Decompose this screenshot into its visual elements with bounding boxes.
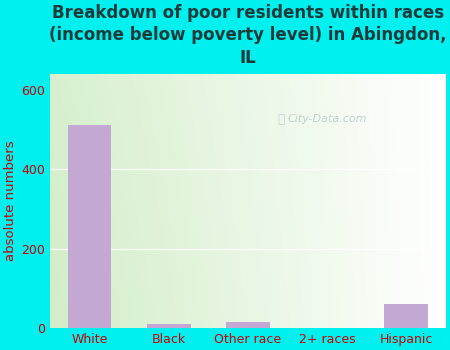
Text: Ⓜ: Ⓜ bbox=[278, 113, 285, 126]
Bar bbox=[226, 322, 270, 328]
Title: Breakdown of poor residents within races
(income below poverty level) in Abingdo: Breakdown of poor residents within races… bbox=[49, 4, 447, 66]
Bar bbox=[384, 304, 428, 328]
Y-axis label: absolute numbers: absolute numbers bbox=[4, 140, 17, 261]
Bar bbox=[68, 125, 112, 328]
Text: City-Data.com: City-Data.com bbox=[288, 114, 367, 125]
Bar bbox=[147, 324, 190, 328]
